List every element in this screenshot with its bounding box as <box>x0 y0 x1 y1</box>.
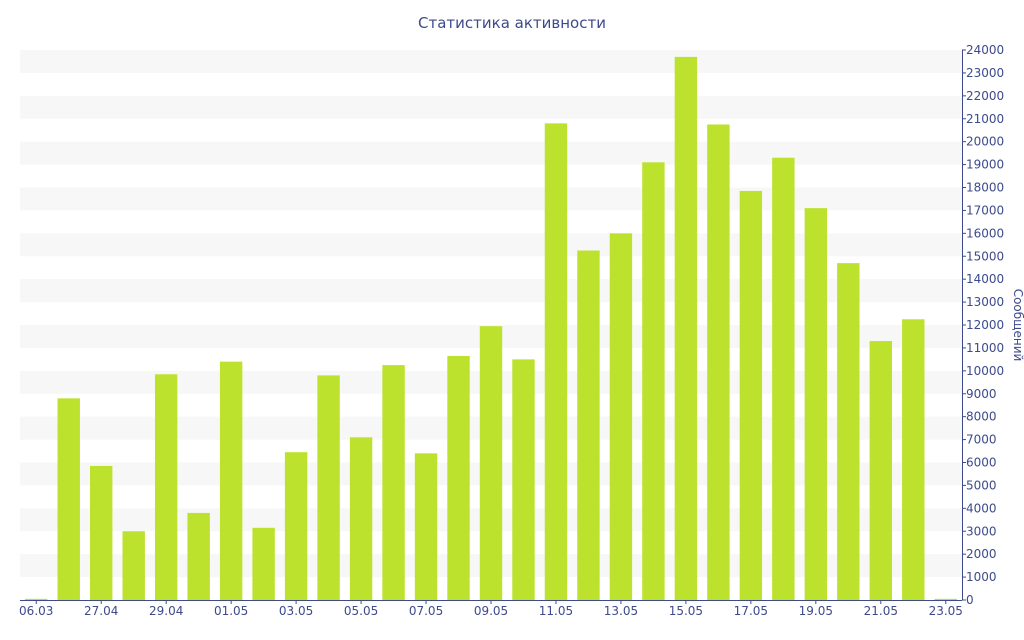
y-tick-label: 19000 <box>966 158 1004 172</box>
y-tick-label: 22000 <box>966 89 1004 103</box>
x-tick-label: 11.05 <box>539 604 573 618</box>
bar-29.04 <box>154 374 178 600</box>
x-tick-label: 15.05 <box>669 604 703 618</box>
x-tick-label: 01.05 <box>214 604 248 618</box>
y-tick-label: 15000 <box>966 249 1004 263</box>
x-tick-label: 27.04 <box>84 604 118 618</box>
bar-07.05 <box>414 453 438 600</box>
y-tick-label: 7000 <box>966 433 997 447</box>
y-tick-label: 12000 <box>966 318 1004 332</box>
y-tick-label: 17000 <box>966 203 1004 217</box>
bar-01.05 <box>219 361 243 600</box>
y-tick-label: 16000 <box>966 226 1004 240</box>
y-tick-label: 20000 <box>966 135 1004 149</box>
bar-19.05 <box>804 208 828 600</box>
x-tick-label: 05.05 <box>344 604 378 618</box>
bar-06.03 <box>25 598 48 600</box>
bar-03.05 <box>284 452 308 600</box>
y-tick-label: 0 <box>966 593 974 607</box>
y-tick-label: 4000 <box>966 501 997 515</box>
bar-27.04 <box>90 465 113 600</box>
bar-15.05 <box>674 56 698 600</box>
y-tick-label: 6000 <box>966 456 997 470</box>
bar-12.05 <box>577 250 600 601</box>
bar-13.05 <box>609 233 633 601</box>
bar-11.05 <box>544 123 568 600</box>
bar-02.05 <box>252 527 275 600</box>
bar-30.04 <box>187 512 210 600</box>
bar-14.05 <box>642 162 665 600</box>
grid-band <box>20 187 962 211</box>
y-tick-label: 14000 <box>966 272 1004 286</box>
bar-28.04 <box>122 531 145 600</box>
bar-26.04 <box>57 398 80 600</box>
x-tick-label: 29.04 <box>149 604 183 618</box>
bar-23.05 <box>934 598 957 600</box>
chart-title: Статистика активности <box>418 14 606 32</box>
x-tick-label: 13.05 <box>604 604 638 618</box>
bar-05.05 <box>349 437 373 600</box>
y-tick-label: 10000 <box>966 364 1004 378</box>
grid-band <box>20 95 962 119</box>
y-tick-label: 11000 <box>966 341 1004 355</box>
bar-22.05 <box>902 319 925 600</box>
y-tick-label: 18000 <box>966 181 1004 195</box>
x-tick-label: 07.05 <box>409 604 443 618</box>
y-tick-label: 1000 <box>966 570 997 584</box>
y-axis-title: Сообщений <box>1011 289 1024 362</box>
bar-04.05 <box>317 375 340 600</box>
bar-09.05 <box>479 326 503 600</box>
y-tick-label: 2000 <box>966 547 997 561</box>
y-tick-label: 9000 <box>966 387 997 401</box>
x-tick-label: 21.05 <box>864 604 898 618</box>
bar-18.05 <box>772 157 795 601</box>
bar-20.05 <box>837 263 860 600</box>
x-tick-label: 09.05 <box>474 604 508 618</box>
x-tick-label: 03.05 <box>279 604 313 618</box>
bar-17.05 <box>739 190 763 600</box>
bar-10.05 <box>512 359 535 600</box>
bar-16.05 <box>707 124 730 601</box>
grid-band <box>20 141 962 165</box>
y-tick-label: 21000 <box>966 112 1004 126</box>
grid-band <box>20 50 962 73</box>
bar-21.05 <box>869 341 892 600</box>
y-tick-label: 8000 <box>966 410 997 424</box>
y-tick-label: 5000 <box>966 478 997 492</box>
y-tick-label: 23000 <box>966 66 1004 80</box>
y-tick-label: 3000 <box>966 524 997 538</box>
bar-06.05 <box>382 365 405 600</box>
y-tick-label: 13000 <box>966 295 1004 309</box>
x-tick-label: 19.05 <box>799 604 833 618</box>
x-tick-label: 23.05 <box>929 604 963 618</box>
x-tick-label: 17.05 <box>734 604 768 618</box>
bar-08.05 <box>447 355 470 600</box>
x-tick-label: 06.03 <box>19 604 53 618</box>
y-tick-label: 24000 <box>966 43 1004 57</box>
